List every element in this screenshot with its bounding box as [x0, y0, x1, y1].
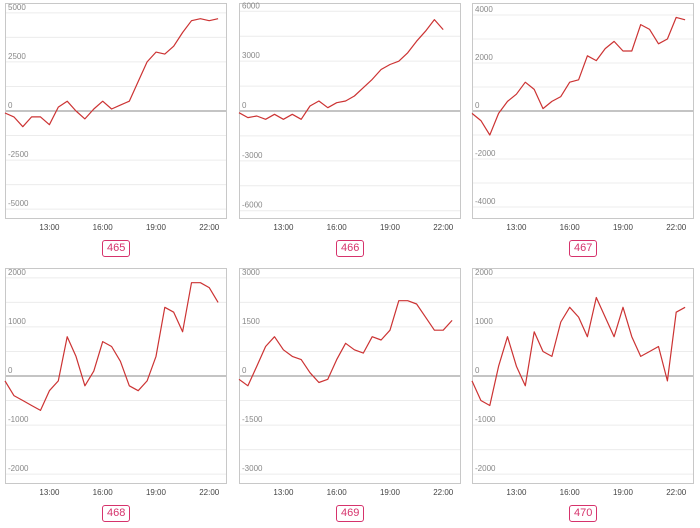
x-tick-label: 13:00: [39, 223, 60, 232]
chart-title-badge[interactable]: 468: [102, 505, 131, 522]
chart-title-badge[interactable]: 465: [102, 240, 131, 257]
y-tick-label: 1000: [8, 317, 26, 326]
y-tick-label: 6000: [242, 1, 260, 10]
y-tick-label: -1500: [242, 415, 263, 424]
y-tick-label: 0: [8, 366, 13, 375]
x-tick-label: 22:00: [666, 223, 687, 232]
x-tick-label: 19:00: [380, 488, 401, 497]
x-tick-label: 13:00: [506, 223, 527, 232]
y-tick-label: 3000: [242, 51, 260, 60]
y-tick-label: -2500: [8, 150, 29, 159]
y-tick-label: 3000: [242, 268, 260, 277]
series-line: [471, 296, 686, 407]
y-tick-label: -2000: [475, 149, 496, 158]
x-tick-label: 16:00: [93, 223, 114, 232]
x-tick-label: 19:00: [146, 488, 167, 497]
y-tick-label: -2000: [475, 464, 496, 473]
line-chart: 4000 2000 0 -2000 -4000 13:00 16:00 19:00 22:00: [471, 3, 694, 232]
x-tick-label: 16:00: [560, 223, 581, 232]
chart-title-badge[interactable]: 469: [336, 505, 365, 522]
y-tick-label: -3000: [242, 151, 263, 160]
y-tick-label: -4000: [475, 197, 496, 206]
y-tick-label: 0: [475, 366, 480, 375]
y-tick-label: 4000: [475, 5, 493, 14]
x-tick-label: 22:00: [433, 488, 454, 497]
chart-title-badge[interactable]: 470: [569, 505, 598, 522]
series-line: [4, 282, 219, 411]
series-line: [238, 19, 444, 120]
x-tick-label: 19:00: [146, 223, 167, 232]
chart-title-badge[interactable]: 467: [569, 240, 598, 257]
x-tick-label: 16:00: [560, 488, 581, 497]
y-tick-label: 2000: [475, 268, 493, 277]
x-tick-label: 22:00: [433, 223, 454, 232]
x-tick-label: 13:00: [273, 223, 294, 232]
x-tick-label: 19:00: [613, 223, 634, 232]
x-tick-label: 22:00: [199, 223, 220, 232]
x-tick-label: 13:00: [506, 488, 527, 497]
line-chart: 5000 2500 0 -2500 -5000 13:00 16:00 19:00 22:00: [4, 3, 227, 232]
x-tick-label: 16:00: [93, 488, 114, 497]
chart-panel-467: 4000 2000 0 -2000 -4000 13:00 16:00 19:00 22:00: [471, 3, 694, 233]
y-tick-label: 1000: [475, 317, 493, 326]
x-tick-label: 19:00: [380, 223, 401, 232]
chart-panel-468: 2000 1000 0 -1000 -2000 13:00 16:00 19:00 22:00: [4, 268, 227, 498]
series-line: [238, 300, 453, 387]
x-tick-label: 16:00: [327, 488, 348, 497]
x-tick-label: 13:00: [273, 488, 294, 497]
x-tick-label: 16:00: [327, 223, 348, 232]
line-chart: 2000 1000 0 -1000 -2000 13:00 16:00 19:00 22:00: [471, 268, 694, 497]
chart-panel-466: 6000 3000 0 -3000 -6000 13:00 16:00 19:00 22:00: [238, 1, 461, 233]
series-line: [4, 18, 219, 128]
y-tick-label: 0: [242, 101, 247, 110]
x-tick-label: 22:00: [666, 488, 687, 497]
line-chart: 2000 1000 0 -1000 -2000 13:00 16:00 19:00 22:00: [4, 268, 227, 497]
line-chart: 6000 3000 0 -3000 -6000 13:00 16:00 19:00 22:00: [238, 1, 461, 232]
x-tick-label: 19:00: [613, 488, 634, 497]
x-tick-label: 22:00: [199, 488, 220, 497]
chart-panel-469: 3000 1500 0 -1500 -3000 13:00 16:00 19:00 22:00: [238, 268, 461, 498]
y-tick-label: 2500: [8, 52, 26, 61]
y-tick-label: -1000: [475, 415, 496, 424]
chart-panel-465: 5000 2500 0 -2500 -5000 13:00 16:00 19:00 22:00: [4, 3, 227, 233]
y-tick-label: -1000: [8, 415, 29, 424]
x-tick-label: 13:00: [39, 488, 60, 497]
y-tick-label: 0: [242, 366, 247, 375]
y-tick-label: 0: [475, 101, 480, 110]
y-tick-label: -2000: [8, 464, 29, 473]
y-tick-label: 2000: [8, 268, 26, 277]
y-tick-label: 0: [8, 101, 13, 110]
chart-title-badge[interactable]: 466: [336, 240, 365, 257]
y-tick-label: -6000: [242, 201, 263, 210]
y-tick-label: 2000: [475, 53, 493, 62]
y-tick-label: 1500: [242, 317, 260, 326]
chart-panel-470: 2000 1000 0 -1000 -2000 13:00 16:00 19:00 22:00: [471, 268, 694, 498]
y-tick-label: -5000: [8, 199, 29, 208]
series-line: [471, 16, 686, 136]
y-tick-label: 5000: [8, 3, 26, 12]
y-tick-label: -3000: [242, 464, 263, 473]
line-chart: 3000 1500 0 -1500 -3000 13:00 16:00 19:00 22:00: [238, 268, 461, 497]
